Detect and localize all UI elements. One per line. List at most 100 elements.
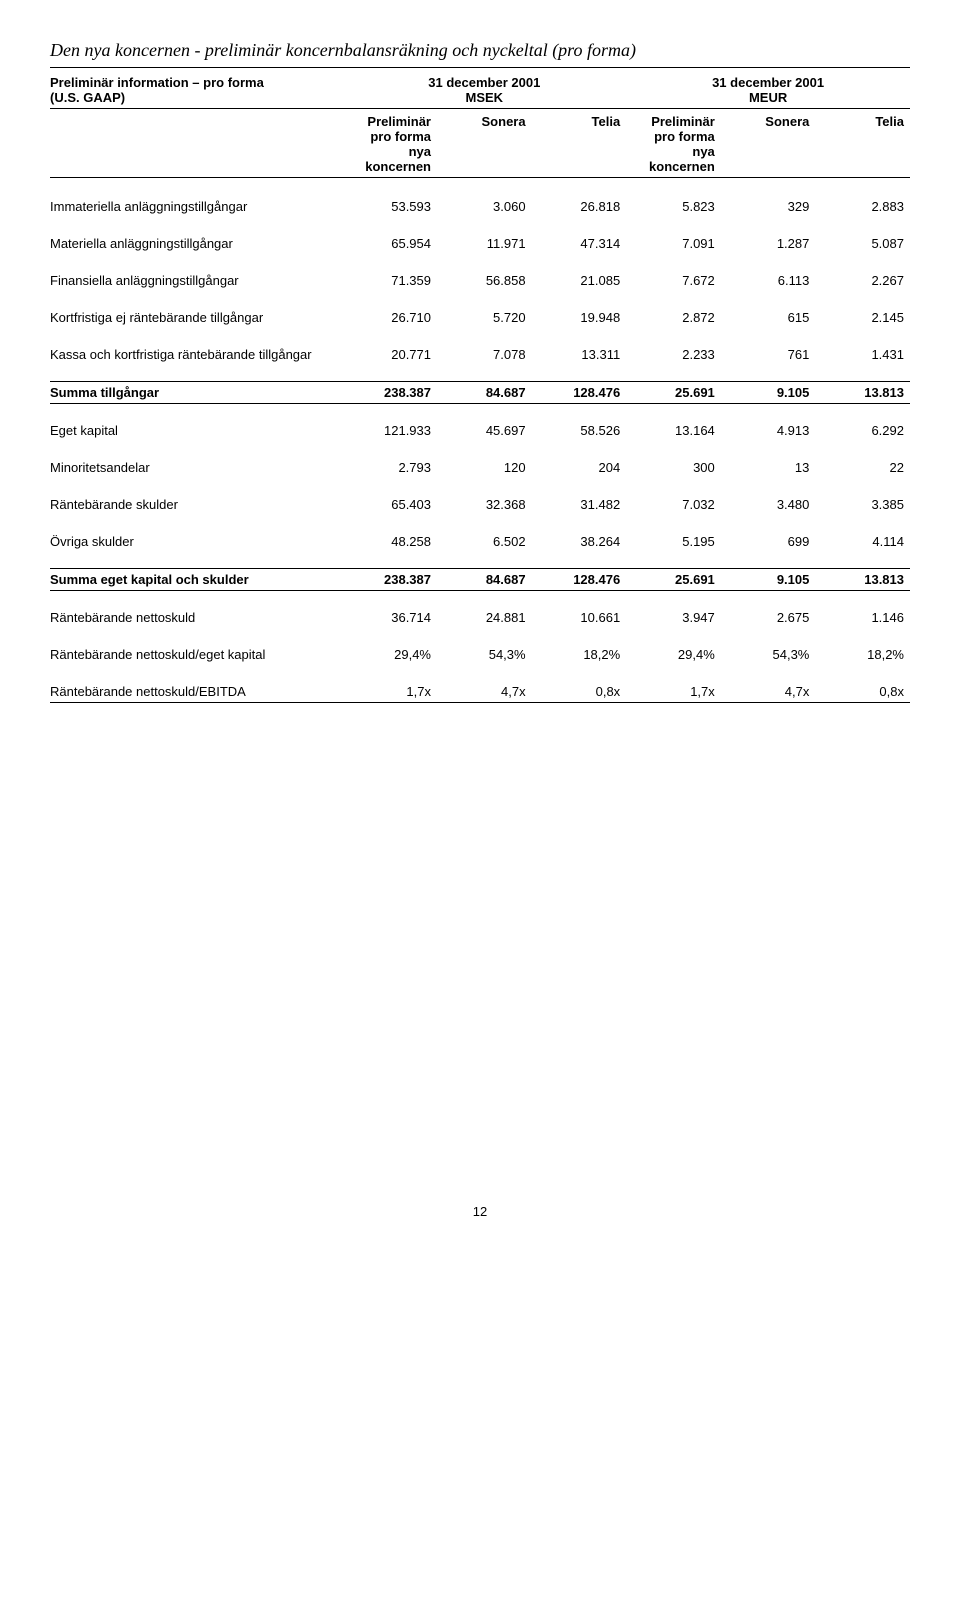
equity-f: 4.114 <box>815 531 910 552</box>
bottom-rule-row <box>50 703 910 705</box>
sum-assets-row: Summa tillgångar 238.387 84.687 128.476 … <box>50 382 910 404</box>
ratio-c: 0,8x <box>532 681 627 703</box>
sub-prelim-1: Preliminär <box>367 114 431 129</box>
asset-f: 2.883 <box>815 196 910 217</box>
equity-e: 3.480 <box>721 494 816 515</box>
ratio-row: Räntebärande nettoskuld/EBITDA1,7x4,7x0,… <box>50 681 910 703</box>
header-meur: MEUR <box>749 90 787 105</box>
equity-a: 65.403 <box>342 494 437 515</box>
sum2-a: 238.387 <box>342 569 437 591</box>
sum2-d: 25.691 <box>626 569 721 591</box>
asset-b: 11.971 <box>437 233 532 254</box>
asset-a: 20.771 <box>342 344 437 365</box>
header-left2: (U.S. GAAP) <box>50 90 125 105</box>
top-rule <box>50 67 910 68</box>
ratio-c: 10.661 <box>532 607 627 628</box>
page-number: 12 <box>50 1204 910 1219</box>
asset-f: 1.431 <box>815 344 910 365</box>
balance-table: Preliminär information – pro forma (U.S.… <box>50 72 910 704</box>
equity-a: 48.258 <box>342 531 437 552</box>
asset-row: Finansiella anläggningstillgångar71.3595… <box>50 270 910 291</box>
equity-b: 45.697 <box>437 420 532 441</box>
equity-b: 32.368 <box>437 494 532 515</box>
ratio-e: 4,7x <box>721 681 816 703</box>
asset-d: 7.091 <box>626 233 721 254</box>
header-date-msek: 31 december 2001 <box>428 75 540 90</box>
header-left1: Preliminär information – pro forma <box>50 75 264 90</box>
sub-proforma-1: pro forma <box>370 129 431 144</box>
ratio-label: Räntebärande nettoskuld/EBITDA <box>50 681 342 703</box>
sum2-e: 9.105 <box>721 569 816 591</box>
col-telia-2: Telia <box>815 111 910 178</box>
header-date-meur: 31 december 2001 <box>712 75 824 90</box>
equity-label: Minoritetsandelar <box>50 457 342 478</box>
ratio-row: Räntebärande nettoskuld/eget kapital29,4… <box>50 644 910 665</box>
sum1-f: 13.813 <box>815 382 910 404</box>
asset-a: 65.954 <box>342 233 437 254</box>
sum1-e: 9.105 <box>721 382 816 404</box>
ratio-f: 0,8x <box>815 681 910 703</box>
asset-row: Immateriella anläggningstillgångar53.593… <box>50 196 910 217</box>
asset-a: 71.359 <box>342 270 437 291</box>
asset-e: 329 <box>721 196 816 217</box>
ratio-e: 2.675 <box>721 607 816 628</box>
asset-d: 7.672 <box>626 270 721 291</box>
sub-proforma-2: pro forma <box>654 129 715 144</box>
header-row-2: Preliminär pro forma nya koncernen Soner… <box>50 111 910 178</box>
equity-e: 13 <box>721 457 816 478</box>
asset-label: Materiella anläggningstillgångar <box>50 233 342 254</box>
asset-d: 2.233 <box>626 344 721 365</box>
sum-equity-row: Summa eget kapital och skulder 238.387 8… <box>50 569 910 591</box>
asset-e: 1.287 <box>721 233 816 254</box>
asset-d: 2.872 <box>626 307 721 328</box>
asset-b: 7.078 <box>437 344 532 365</box>
equity-row: Minoritetsandelar2.7931202043001322 <box>50 457 910 478</box>
equity-row: Eget kapital121.93345.69758.52613.1644.9… <box>50 420 910 441</box>
equity-d: 5.195 <box>626 531 721 552</box>
asset-c: 13.311 <box>532 344 627 365</box>
asset-d: 5.823 <box>626 196 721 217</box>
asset-c: 47.314 <box>532 233 627 254</box>
equity-c: 58.526 <box>532 420 627 441</box>
ratio-e: 54,3% <box>721 644 816 665</box>
asset-b: 5.720 <box>437 307 532 328</box>
asset-row: Kassa och kortfristiga räntebärande till… <box>50 344 910 365</box>
sum2-label: Summa eget kapital och skulder <box>50 569 342 591</box>
equity-f: 6.292 <box>815 420 910 441</box>
col-sonera-2: Sonera <box>721 111 816 178</box>
sum2-f: 13.813 <box>815 569 910 591</box>
equity-a: 121.933 <box>342 420 437 441</box>
sub-nykon-1: nya koncernen <box>365 144 431 174</box>
ratio-row: Räntebärande nettoskuld36.71424.88110.66… <box>50 607 910 628</box>
sum1-d: 25.691 <box>626 382 721 404</box>
sum1-b: 84.687 <box>437 382 532 404</box>
asset-e: 615 <box>721 307 816 328</box>
ratio-label: Räntebärande nettoskuld <box>50 607 342 628</box>
sum1-label: Summa tillgångar <box>50 382 342 404</box>
equity-a: 2.793 <box>342 457 437 478</box>
equity-f: 22 <box>815 457 910 478</box>
ratio-d: 3.947 <box>626 607 721 628</box>
ratio-a: 36.714 <box>342 607 437 628</box>
sum2-c: 128.476 <box>532 569 627 591</box>
asset-label: Finansiella anläggningstillgångar <box>50 270 342 291</box>
equity-b: 120 <box>437 457 532 478</box>
header-msek: MSEK <box>466 90 504 105</box>
asset-c: 19.948 <box>532 307 627 328</box>
asset-a: 53.593 <box>342 196 437 217</box>
asset-row: Materiella anläggningstillgångar65.95411… <box>50 233 910 254</box>
equity-d: 300 <box>626 457 721 478</box>
ratio-b: 24.881 <box>437 607 532 628</box>
ratio-b: 4,7x <box>437 681 532 703</box>
sub-nykon-2: nya koncernen <box>649 144 715 174</box>
asset-e: 761 <box>721 344 816 365</box>
ratio-a: 29,4% <box>342 644 437 665</box>
equity-label: Övriga skulder <box>50 531 342 552</box>
asset-b: 3.060 <box>437 196 532 217</box>
col-telia-1: Telia <box>532 111 627 178</box>
asset-e: 6.113 <box>721 270 816 291</box>
equity-c: 31.482 <box>532 494 627 515</box>
ratio-a: 1,7x <box>342 681 437 703</box>
equity-f: 3.385 <box>815 494 910 515</box>
equity-label: Räntebärande skulder <box>50 494 342 515</box>
